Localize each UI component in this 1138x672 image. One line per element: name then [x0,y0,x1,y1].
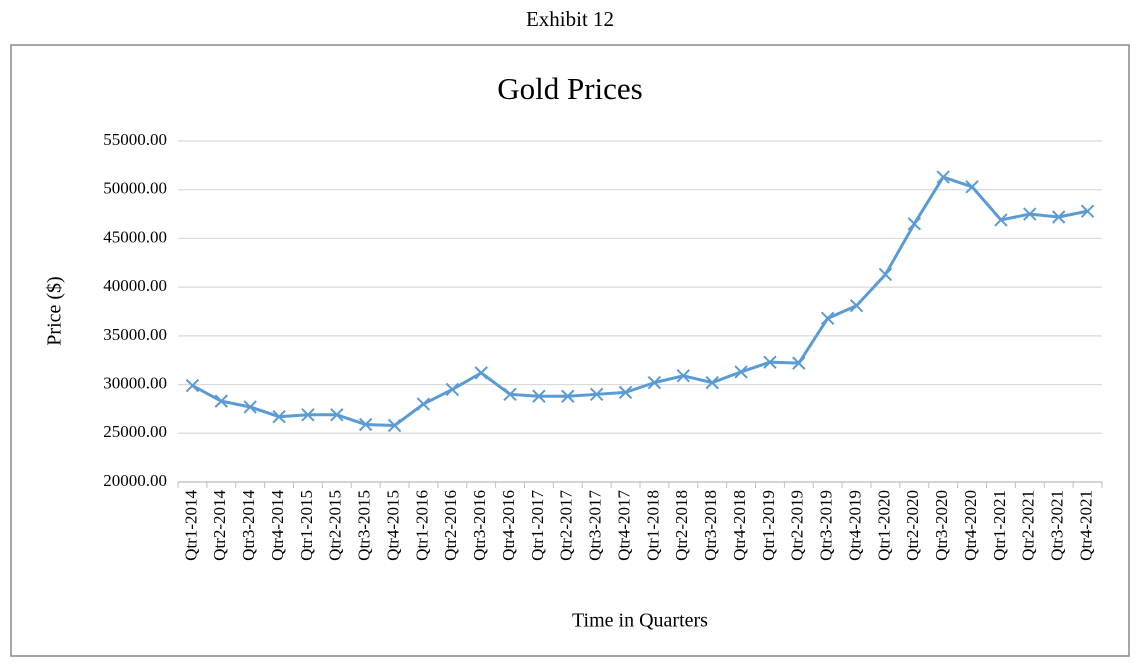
data-marker [676,369,691,383]
x-tick-label: Qtr3-2021 [1048,490,1067,561]
data-marker [907,217,922,231]
y-tick-label: 25000.00 [103,422,167,441]
data-marker [1080,204,1095,218]
data-marker [532,389,546,403]
x-tick-label: Qtr3-2018 [701,490,720,561]
data-marker [647,375,662,390]
exhibit-caption: Exhibit 12 [526,7,614,31]
y-tick-label: 40000.00 [103,276,167,295]
x-tick-label: Qtr4-2020 [961,490,980,561]
x-tick-label: Qtr1-2015 [297,490,316,561]
data-marker [416,397,431,411]
data-marker [705,375,719,390]
x-tick-label: Qtr2-2018 [672,490,691,561]
x-tick-label: Qtr4-2017 [614,490,633,561]
x-tick-label: Qtr3-2019 [817,490,836,561]
x-tick-label: Qtr1-2014 [181,490,200,561]
data-marker [878,267,893,282]
data-marker [820,311,835,326]
x-tick-label: Qtr2-2017 [557,490,576,561]
data-line [191,175,1088,427]
data-marker [185,378,200,393]
x-axis-label: Time in Quarters [572,610,708,632]
data-marker [936,170,950,184]
y-tick-label: 45000.00 [103,227,167,246]
x-tick-label: Qtr3-2015 [355,490,374,561]
data-marker [503,387,517,402]
data-marker [589,387,604,402]
data-marker [994,213,1008,227]
data-marker [214,394,229,408]
x-tick-label: Qtr4-2016 [499,490,518,561]
data-marker [734,365,748,379]
chart-frame [10,44,1130,657]
y-tick-label: 20000.00 [103,471,167,490]
x-tick-label: Qtr1-2017 [528,490,547,561]
x-tick-label: Qtr4-2019 [845,490,864,561]
x-tick-label: Qtr2-2020 [903,490,922,561]
x-tick-label: Qtr4-2015 [383,490,402,561]
data-marker [243,400,257,414]
chart-title: Gold Prices [497,71,643,106]
data-marker [387,418,402,433]
x-tick-label: Qtr1-2019 [759,490,778,561]
x-tick-label: Qtr3-2016 [470,490,489,561]
x-tick-label: Qtr2-2014 [210,490,229,561]
data-marker [561,389,575,403]
y-tick-label: 50000.00 [103,179,167,198]
data-marker [301,408,315,422]
data-marker [358,417,373,432]
x-tick-label: Qtr1-2016 [412,490,431,561]
data-marker [792,356,806,370]
y-tick-label: 35000.00 [103,325,167,344]
data-marker [763,355,777,369]
x-tick-label: Qtr4-2021 [1076,490,1095,561]
data-marker [965,180,979,194]
x-tick-label: Qtr1-2018 [643,490,662,561]
data-marker [1023,207,1037,221]
x-tick-label: Qtr3-2014 [239,490,258,561]
x-tick-label: Qtr3-2017 [586,490,605,561]
data-marker [445,382,460,397]
x-tick-label: Qtr4-2014 [268,490,287,561]
x-tick-label: Qtr1-2021 [990,490,1009,561]
x-tick-label: Qtr3-2020 [932,490,951,561]
x-tick-label: Qtr2-2021 [1019,490,1038,561]
data-marker [330,408,344,422]
x-tick-label: Qtr1-2020 [874,490,893,561]
y-axis-label: Price ($) [44,276,66,345]
data-marker [849,298,864,313]
data-marker [1051,210,1066,224]
data-marker [474,366,488,380]
x-tick-label: Qtr4-2018 [730,490,749,561]
y-tick-label: 55000.00 [103,130,167,149]
data-marker [618,385,633,400]
x-tick-label: Qtr2-2015 [326,490,345,561]
x-tick-label: Qtr2-2016 [441,490,460,561]
y-tick-label: 30000.00 [103,373,167,392]
data-marker [272,410,286,424]
x-tick-label: Qtr2-2019 [788,490,807,561]
